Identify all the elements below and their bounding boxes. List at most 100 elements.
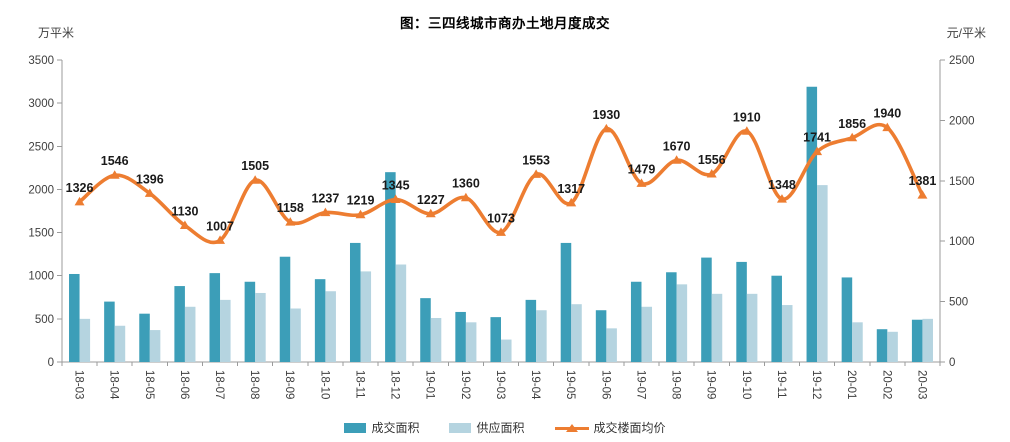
left-axis-tick-label: 500: [35, 314, 54, 326]
bar: [771, 275, 782, 362]
bar: [841, 277, 853, 362]
data-label: 1910: [733, 110, 761, 124]
data-label: 1546: [101, 154, 129, 168]
bar: [887, 331, 898, 362]
data-label: 1856: [838, 117, 866, 131]
bar: [911, 319, 923, 362]
left-axis-tick-label: 0: [48, 357, 54, 369]
data-label: 1227: [417, 193, 445, 207]
right-axis-tick-label: 1500: [949, 176, 975, 188]
x-axis-label: 18-08: [248, 370, 260, 399]
bar: [817, 185, 828, 362]
avg-price-line-swatch-icon: [554, 423, 589, 433]
bar: [595, 310, 607, 362]
bar: [430, 317, 442, 362]
x-axis-label: 19-02: [459, 370, 471, 399]
data-label: 1237: [311, 192, 339, 206]
supply-area-swatch-icon: [449, 422, 472, 433]
triangle-marker-icon: [531, 169, 542, 178]
transaction-area-bars: [69, 86, 923, 363]
triangle-marker-icon: [671, 155, 682, 164]
x-axis-label: 19-10: [740, 370, 752, 399]
triangle-marker-icon: [215, 235, 226, 244]
x-axis-label: 18-09: [283, 370, 295, 399]
data-label: 1130: [171, 204, 198, 218]
bar: [79, 318, 91, 362]
bar: [525, 299, 537, 362]
x-axis-label: 19-07: [634, 370, 646, 399]
triangle-marker-icon: [460, 192, 471, 202]
x-axis-label: 19-06: [599, 370, 611, 399]
bar: [536, 310, 547, 362]
bar: [279, 256, 291, 362]
triangle-marker-icon: [601, 123, 612, 133]
right-axis-tick-label: 1000: [949, 236, 975, 248]
legend-item-transaction-area: 成交面积: [344, 419, 419, 436]
right-axis-unit: 元/平米: [946, 26, 986, 40]
bar: [255, 292, 266, 362]
data-label: 1326: [66, 181, 94, 195]
bar: [314, 279, 326, 362]
triangle-marker-icon: [425, 208, 436, 218]
bar: [781, 305, 793, 362]
left-axis-tick-label: 3500: [28, 55, 54, 67]
left-axis-tick-label: 1500: [28, 228, 54, 240]
chart-title: 图：三四线城市商办土地月度成交: [400, 16, 610, 31]
triangle-marker-icon: [812, 146, 823, 156]
bar: [220, 299, 231, 362]
axes: [57, 59, 945, 366]
chart-legend: 成交面积 供应面积 成交楼面均价: [0, 419, 1010, 436]
left-axis-tick-label: 2500: [28, 141, 54, 153]
triangle-marker-icon: [566, 197, 577, 207]
triangle-marker-icon: [636, 178, 647, 187]
avg-price-markers: [74, 122, 928, 244]
x-axis-label: 19-03: [494, 370, 506, 399]
x-axis-label: 18-05: [143, 370, 155, 399]
data-label: 1556: [698, 153, 726, 167]
triangle-marker-icon: [179, 220, 190, 229]
bar: [174, 286, 185, 362]
right-axis-tick-label: 2500: [949, 55, 975, 67]
bar: [184, 306, 196, 362]
bar: [360, 271, 372, 362]
bar: [606, 328, 617, 362]
bar: [571, 304, 582, 362]
triangle-marker-icon: [847, 132, 858, 142]
legend-item-supply-area: 供应面积: [449, 419, 525, 436]
right-axis-tick-label: 0: [949, 357, 955, 369]
bar: [736, 261, 747, 362]
bar: [455, 311, 466, 362]
x-axis-label: 19-12: [810, 370, 822, 399]
bar: [666, 272, 677, 362]
bar: [501, 339, 512, 362]
triangle-marker-icon: [390, 194, 401, 204]
bar: [385, 172, 396, 362]
bar: [349, 242, 361, 362]
x-axis-label: 19-08: [670, 370, 682, 399]
x-axis-label: 19-04: [529, 370, 541, 400]
left-axis-tick-label: 2000: [28, 184, 54, 196]
bar: [69, 273, 80, 362]
bar: [149, 330, 161, 362]
bar: [806, 86, 818, 363]
x-axis-label: 18-07: [213, 370, 225, 399]
bar: [395, 264, 407, 362]
left-axis-tick-label: 3000: [28, 98, 54, 110]
triangle-marker-icon: [776, 194, 787, 203]
data-label: 1930: [592, 108, 620, 122]
left-axis-unit: 万平米: [38, 26, 75, 40]
bar: [325, 291, 336, 362]
tick-labels: 3500 3000 2500 2000 1500 1000 500 0 2500 2000 1500…: [28, 55, 974, 369]
legend-label: 成交楼面均价: [593, 421, 666, 435]
bar: [560, 242, 572, 362]
triangle-marker-icon: [741, 126, 752, 135]
bar: [209, 273, 221, 362]
data-label: 1317: [557, 182, 585, 196]
bar: [711, 293, 723, 362]
bar: [701, 257, 712, 362]
triangle-marker-icon: [250, 175, 261, 184]
triangle-marker-icon: [285, 217, 296, 226]
x-axis-label: 20-01: [845, 370, 857, 399]
triangle-marker-icon: [917, 190, 928, 199]
x-axis-label: 18-10: [318, 370, 330, 399]
